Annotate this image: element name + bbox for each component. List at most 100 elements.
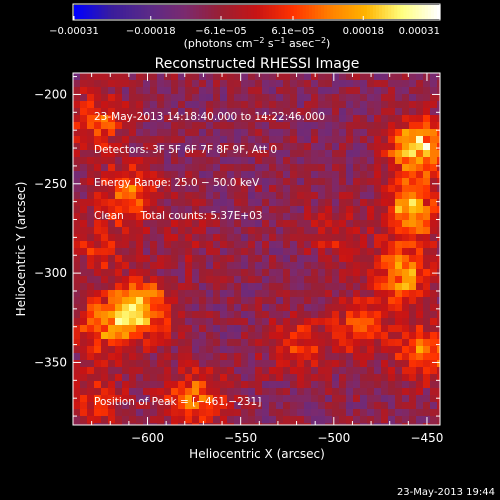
heatmap-cell: [360, 395, 367, 402]
heatmap-cell: [248, 367, 255, 374]
heatmap-cell: [339, 241, 346, 248]
heatmap-cell: [423, 164, 430, 171]
colorbar-cell: [284, 5, 289, 19]
heatmap-cell: [276, 164, 283, 171]
heatmap-cell: [262, 171, 269, 178]
heatmap-cell: [346, 409, 353, 416]
heatmap-cell: [346, 353, 353, 360]
heatmap-cell: [178, 311, 185, 318]
heatmap-cell: [360, 143, 367, 150]
heatmap-cell: [311, 94, 318, 101]
heatmap-cell: [171, 185, 178, 192]
heatmap-cell: [423, 234, 430, 241]
heatmap-cell: [409, 297, 416, 304]
heatmap-cell: [220, 164, 227, 171]
heatmap-cell: [115, 150, 122, 157]
heatmap-cell: [283, 325, 290, 332]
heatmap-cell: [248, 234, 255, 241]
heatmap-cell: [248, 213, 255, 220]
heatmap-cell: [87, 220, 94, 227]
colorbar-cell: [165, 5, 170, 19]
heatmap-cell: [199, 157, 206, 164]
heatmap-cell: [423, 353, 430, 360]
colorbar-cell: [226, 5, 231, 19]
heatmap-cell: [129, 318, 136, 325]
heatmap-cell: [143, 311, 150, 318]
heatmap-cell: [87, 353, 94, 360]
heatmap-cell: [241, 171, 248, 178]
heatmap-cell: [367, 129, 374, 136]
heatmap-cell: [297, 122, 304, 129]
heatmap-cell: [220, 199, 227, 206]
heatmap-cell: [402, 416, 409, 423]
heatmap-cell: [283, 395, 290, 402]
heatmap-cell: [325, 171, 332, 178]
heatmap-cell: [73, 311, 80, 318]
colorbar-cell: [345, 5, 350, 19]
heatmap-cell: [381, 108, 388, 115]
heatmap-cell: [297, 164, 304, 171]
heatmap-cell: [276, 94, 283, 101]
heatmap-cell: [122, 164, 129, 171]
heatmap-cell: [94, 136, 101, 143]
heatmap-cell: [346, 325, 353, 332]
heatmap-cell: [388, 178, 395, 185]
heatmap-cell: [164, 164, 171, 171]
heatmap-cell: [367, 416, 374, 423]
heatmap-cell: [122, 423, 129, 425]
heatmap-cell: [115, 374, 122, 381]
heatmap-cell: [269, 101, 276, 108]
heatmap-cell: [143, 227, 150, 234]
heatmap-cell: [269, 304, 276, 311]
heatmap-cell: [430, 332, 437, 339]
heatmap-cell: [304, 367, 311, 374]
heatmap-cell: [255, 367, 262, 374]
heatmap-cell: [143, 353, 150, 360]
heatmap-cell: [150, 220, 157, 227]
heatmap-cell: [199, 241, 206, 248]
heatmap-cell: [374, 178, 381, 185]
heatmap-cell: [143, 402, 150, 409]
heatmap-cell: [304, 262, 311, 269]
heatmap-cell: [108, 213, 115, 220]
heatmap-cell: [374, 367, 381, 374]
heatmap-cell: [164, 150, 171, 157]
heatmap-cell: [304, 318, 311, 325]
heatmap-cell: [437, 150, 440, 157]
heatmap-cell: [199, 283, 206, 290]
heatmap-cell: [73, 115, 80, 122]
heatmap-cell: [346, 276, 353, 283]
heatmap-cell: [353, 129, 360, 136]
heatmap-cell: [192, 199, 199, 206]
heatmap-cell: [283, 269, 290, 276]
heatmap-cell: [402, 381, 409, 388]
y-axis: −200−250−300−350: [34, 76, 440, 417]
heatmap-cell: [234, 234, 241, 241]
heatmap-cell: [430, 94, 437, 101]
heatmap-cell: [73, 283, 80, 290]
heatmap-cell: [220, 290, 227, 297]
heatmap-cell: [192, 353, 199, 360]
heatmap-cell: [101, 269, 108, 276]
heatmap-cell: [367, 262, 374, 269]
heatmap-cell: [143, 255, 150, 262]
heatmap-cell: [122, 94, 129, 101]
heatmap-cell: [360, 276, 367, 283]
heatmap-cell: [87, 171, 94, 178]
heatmap-cell: [304, 374, 311, 381]
heatmap-cell: [171, 87, 178, 94]
heatmap-cell: [192, 241, 199, 248]
heatmap-cell: [206, 374, 213, 381]
heatmap-cell: [388, 290, 395, 297]
heatmap-cell: [157, 129, 164, 136]
heatmap-cell: [234, 325, 241, 332]
heatmap-cell: [241, 290, 248, 297]
heatmap-cell: [164, 94, 171, 101]
heatmap-cell: [409, 360, 416, 367]
heatmap-cell: [94, 73, 101, 80]
heatmap-cell: [171, 325, 178, 332]
heatmap-cell: [227, 171, 234, 178]
heatmap-cell: [423, 367, 430, 374]
heatmap-cell: [178, 402, 185, 409]
heatmap-cell: [353, 171, 360, 178]
